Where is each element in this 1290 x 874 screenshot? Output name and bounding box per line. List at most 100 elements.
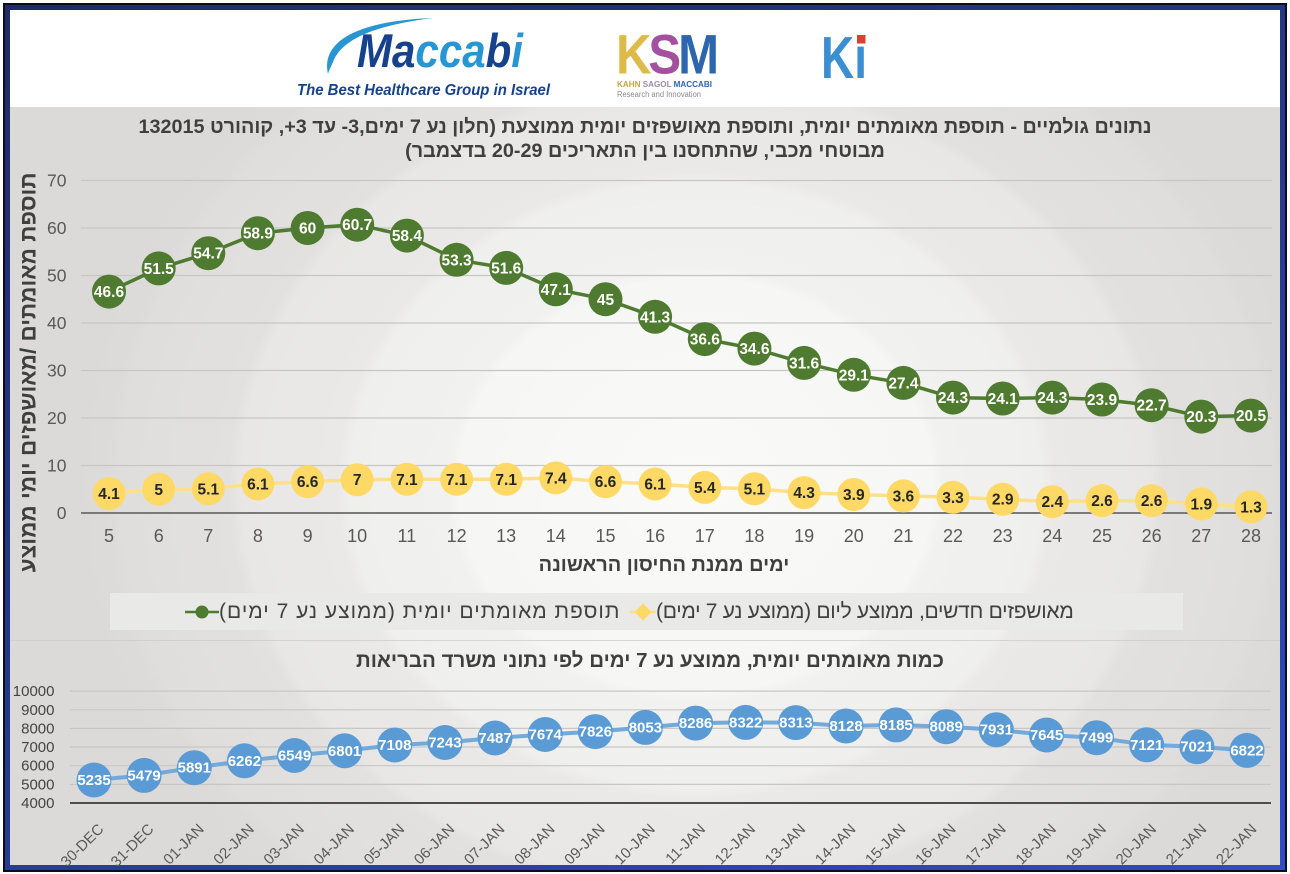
- svg-text:2.4: 2.4: [1042, 494, 1064, 511]
- svg-text:26: 26: [1142, 526, 1162, 546]
- svg-text:40: 40: [47, 313, 67, 333]
- svg-text:6.1: 6.1: [247, 477, 269, 494]
- svg-text:28: 28: [1241, 526, 1261, 546]
- svg-text:51.6: 51.6: [491, 260, 522, 277]
- svg-text:7.4: 7.4: [545, 470, 567, 487]
- svg-text:20-JAN: 20-JAN: [1113, 821, 1160, 868]
- svg-text:4.1: 4.1: [98, 486, 120, 503]
- svg-text:13: 13: [496, 526, 516, 546]
- svg-text:15: 15: [595, 526, 615, 546]
- svg-text:8128: 8128: [829, 718, 862, 735]
- svg-text:5235: 5235: [77, 772, 110, 789]
- svg-text:21-JAN: 21-JAN: [1163, 821, 1210, 868]
- svg-text:17-JAN: 17-JAN: [962, 821, 1009, 868]
- svg-text:24.3: 24.3: [1037, 390, 1068, 407]
- svg-text:5.1: 5.1: [198, 481, 220, 498]
- svg-text:7487: 7487: [478, 730, 511, 747]
- svg-text:30-DEC: 30-DEC: [58, 821, 108, 871]
- svg-text:53.3: 53.3: [442, 252, 473, 269]
- svg-text:KAHN SAGOL MACCABI: KAHN SAGOL MACCABI: [617, 79, 712, 89]
- svg-text:51.5: 51.5: [144, 261, 175, 278]
- svg-text:8089: 8089: [930, 719, 963, 736]
- svg-text:2.6: 2.6: [1091, 493, 1113, 510]
- svg-text:12: 12: [447, 526, 467, 546]
- svg-text:7931: 7931: [980, 722, 1013, 739]
- svg-text:19: 19: [794, 526, 814, 546]
- svg-text:5479: 5479: [127, 767, 160, 784]
- svg-text:58.4: 58.4: [392, 228, 423, 245]
- svg-text:47.1: 47.1: [541, 282, 572, 299]
- svg-text:27.4: 27.4: [888, 375, 919, 392]
- svg-text:06-JAN: 06-JAN: [411, 821, 458, 868]
- svg-text:7645: 7645: [1030, 727, 1063, 744]
- svg-text:60: 60: [299, 221, 316, 238]
- svg-text:22: 22: [943, 526, 963, 546]
- svg-text:25: 25: [1092, 526, 1112, 546]
- svg-text:2.9: 2.9: [992, 492, 1014, 509]
- svg-text:7826: 7826: [579, 724, 612, 741]
- svg-text:27: 27: [1191, 526, 1211, 546]
- svg-text:09-JAN: 09-JAN: [561, 821, 608, 868]
- svg-text:6000: 6000: [21, 758, 54, 775]
- svg-text:8322: 8322: [729, 714, 762, 731]
- svg-text:1.3: 1.3: [1240, 499, 1262, 516]
- svg-text:10000: 10000: [13, 683, 55, 700]
- svg-text:6.6: 6.6: [297, 474, 319, 491]
- svg-text:5891: 5891: [178, 760, 211, 777]
- svg-text:6.6: 6.6: [595, 474, 617, 491]
- svg-text:7499: 7499: [1080, 730, 1113, 747]
- svg-text:58.9: 58.9: [243, 226, 274, 243]
- svg-text:18: 18: [744, 526, 764, 546]
- svg-text:54.7: 54.7: [193, 246, 223, 263]
- svg-text:13-JAN: 13-JAN: [762, 821, 809, 868]
- svg-text:6801: 6801: [328, 743, 361, 760]
- svg-text:8286: 8286: [679, 715, 712, 732]
- svg-text:10: 10: [347, 526, 367, 546]
- svg-text:24: 24: [1042, 526, 1062, 546]
- svg-text:10: 10: [47, 456, 67, 476]
- svg-text:7121: 7121: [1130, 737, 1163, 754]
- svg-text:The Best Healthcare Group in I: The Best Healthcare Group in Israel: [297, 82, 551, 99]
- svg-text:46.6: 46.6: [94, 284, 125, 301]
- svg-text:5: 5: [154, 482, 163, 499]
- svg-text:30: 30: [47, 361, 67, 381]
- svg-text:7108: 7108: [378, 737, 411, 754]
- svg-text:10-JAN: 10-JAN: [611, 821, 658, 868]
- svg-text:07-JAN: 07-JAN: [461, 821, 508, 868]
- svg-text:20.3: 20.3: [1186, 409, 1217, 426]
- svg-text:14: 14: [546, 526, 566, 546]
- svg-text:05-JAN: 05-JAN: [361, 821, 408, 868]
- svg-text:29.1: 29.1: [839, 367, 870, 384]
- svg-text:7: 7: [353, 472, 362, 489]
- svg-text:7243: 7243: [428, 735, 461, 752]
- svg-text:01-JAN: 01-JAN: [160, 821, 207, 868]
- svg-text:1.9: 1.9: [1191, 497, 1213, 514]
- svg-text:60: 60: [47, 218, 67, 238]
- svg-text:41.3: 41.3: [640, 309, 671, 326]
- svg-text:6262: 6262: [228, 753, 261, 770]
- svg-text:5000: 5000: [21, 776, 54, 793]
- svg-text:0: 0: [57, 503, 67, 523]
- svg-text:17: 17: [695, 526, 715, 546]
- svg-text:14-JAN: 14-JAN: [812, 821, 859, 868]
- svg-text:8313: 8313: [779, 715, 812, 732]
- svg-text:15-JAN: 15-JAN: [862, 821, 909, 868]
- svg-text:70: 70: [47, 171, 67, 191]
- svg-text:KSM: KSM: [616, 26, 716, 86]
- svg-text:24.3: 24.3: [938, 390, 969, 407]
- svg-text:31-DEC: 31-DEC: [108, 821, 158, 871]
- svg-text:4000: 4000: [21, 795, 54, 812]
- svg-text:02-JAN: 02-JAN: [210, 821, 257, 868]
- svg-text:11-JAN: 11-JAN: [662, 821, 709, 868]
- svg-text:5.4: 5.4: [694, 480, 716, 497]
- svg-text:3.3: 3.3: [942, 490, 964, 507]
- svg-text:3.9: 3.9: [843, 487, 865, 504]
- svg-text:4.3: 4.3: [793, 485, 815, 502]
- svg-text:03-JAN: 03-JAN: [260, 821, 307, 868]
- svg-text:8053: 8053: [629, 719, 662, 736]
- svg-text:22-JAN: 22-JAN: [1213, 821, 1260, 868]
- svg-text:24.1: 24.1: [988, 391, 1019, 408]
- svg-text:8185: 8185: [879, 717, 912, 734]
- svg-text:08-JAN: 08-JAN: [511, 821, 558, 868]
- svg-text:18-JAN: 18-JAN: [1012, 821, 1059, 868]
